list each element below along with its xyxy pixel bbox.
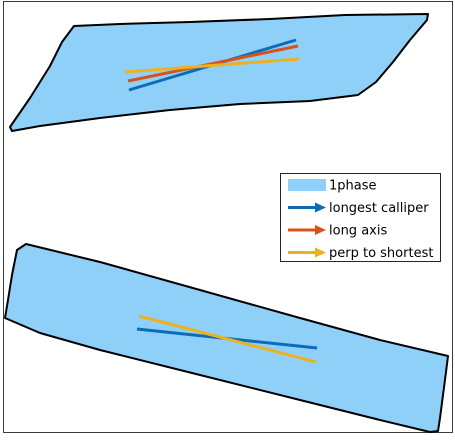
legend-label: long axis	[329, 224, 387, 239]
axes-frame	[3, 1, 453, 433]
legend-label: longest calliper	[329, 201, 429, 216]
legend-entry-phase: 1phase	[288, 179, 377, 194]
legend: 1phase longest calliper long axis perp to s…	[280, 173, 441, 262]
legend-entry-longest-calliper: longest calliper	[288, 201, 429, 216]
legend-label: perp to shortest	[329, 246, 433, 261]
arrowhead-icon	[315, 225, 326, 235]
top-perp-to-shortest-line	[124, 57, 300, 74]
legend-patch	[288, 179, 326, 191]
arrowhead-icon	[315, 202, 326, 213]
arrowhead-icon	[315, 247, 326, 258]
bottom-perp-to-shortest-line	[138, 314, 317, 364]
legend-entry-long-axis: long axis	[288, 224, 387, 239]
grain-top	[9, 13, 429, 132]
top-long-axis-line	[127, 44, 299, 83]
legend-label: 1phase	[329, 179, 377, 194]
legend-entry-perp-to-shortest: perp to shortest	[288, 246, 433, 261]
